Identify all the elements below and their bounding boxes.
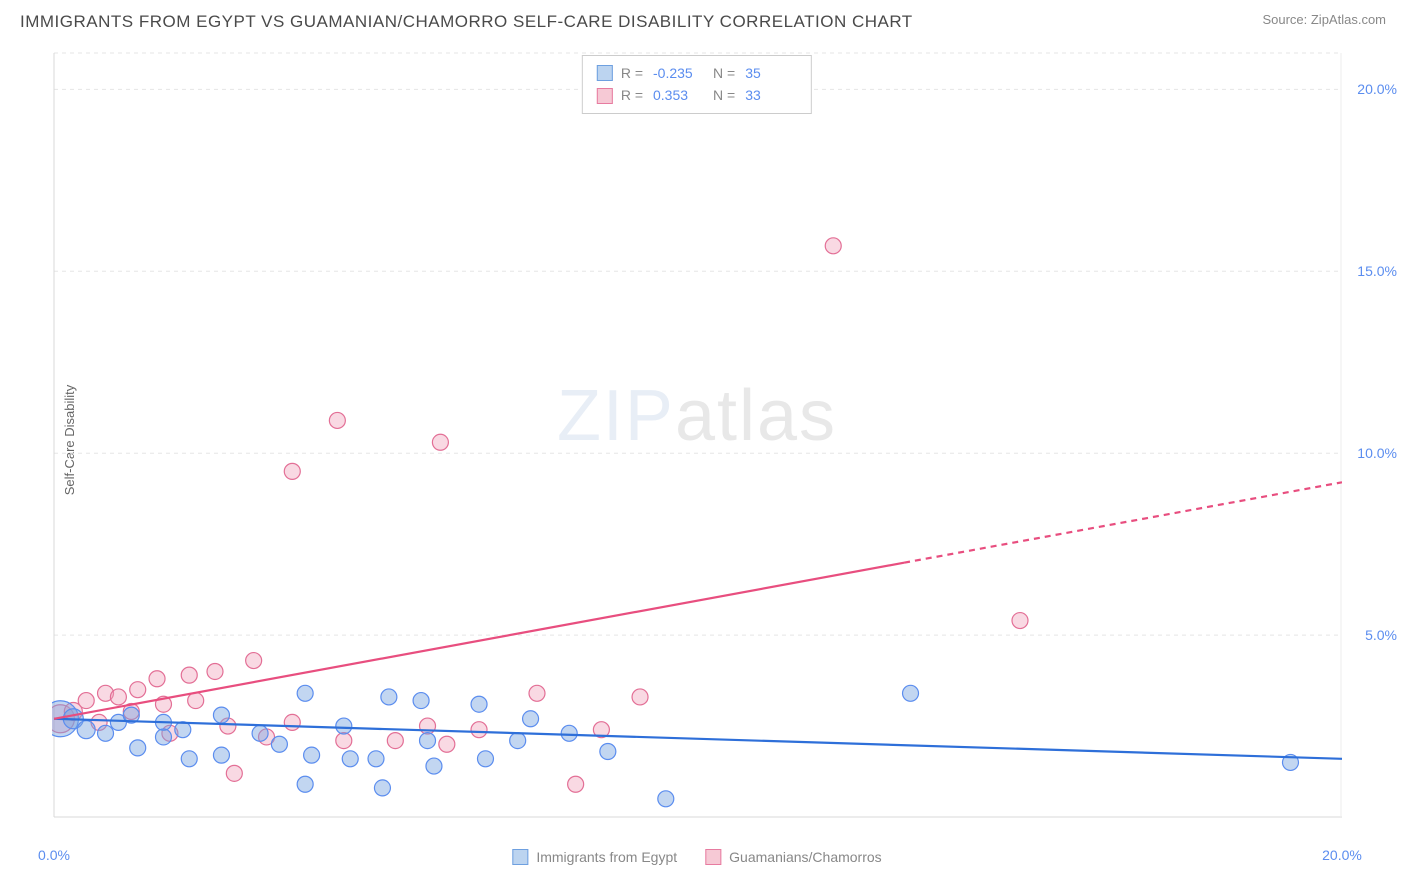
data-point [632, 689, 648, 705]
data-point [98, 725, 114, 741]
data-point [368, 751, 384, 767]
data-point [284, 714, 300, 730]
legend-row: R = 0.353 N = 33 [597, 84, 797, 106]
legend-n-value: 35 [745, 62, 797, 84]
data-point [529, 685, 545, 701]
correlation-legend: R = -0.235 N = 35 R = 0.353 N = 33 [582, 55, 812, 114]
trend-line-extrapolated [904, 482, 1342, 562]
x-tick-label: 0.0% [38, 847, 70, 863]
data-point [130, 682, 146, 698]
data-point [471, 696, 487, 712]
data-point [155, 729, 171, 745]
data-point [188, 693, 204, 709]
data-point [77, 721, 95, 739]
data-point [110, 689, 126, 705]
data-point [1012, 613, 1028, 629]
data-point [297, 776, 313, 792]
legend-swatch [512, 849, 528, 865]
data-point [477, 751, 493, 767]
data-point [561, 725, 577, 741]
y-tick-label: 20.0% [1357, 81, 1397, 97]
legend-r-value: -0.235 [653, 62, 705, 84]
data-point [213, 747, 229, 763]
data-point [426, 758, 442, 774]
data-point [825, 238, 841, 254]
legend-item: Immigrants from Egypt [512, 849, 677, 865]
legend-n-label: N = [713, 62, 735, 84]
y-tick-label: 15.0% [1357, 263, 1397, 279]
data-point [246, 653, 262, 669]
data-point [336, 733, 352, 749]
data-point [523, 711, 539, 727]
chart-title: IMMIGRANTS FROM EGYPT VS GUAMANIAN/CHAMO… [20, 12, 913, 32]
legend-item: Guamanians/Chamorros [705, 849, 882, 865]
data-point [600, 744, 616, 760]
data-point [374, 780, 390, 796]
data-point [304, 747, 320, 763]
data-point [387, 733, 403, 749]
data-point [149, 671, 165, 687]
data-point [271, 736, 287, 752]
legend-r-label: R = [621, 62, 643, 84]
data-point [658, 791, 674, 807]
data-point [420, 733, 436, 749]
data-point [432, 434, 448, 450]
series-legend: Immigrants from Egypt Guamanians/Chamorro… [512, 849, 881, 865]
data-point [329, 412, 345, 428]
data-point [252, 725, 268, 741]
data-point [381, 689, 397, 705]
legend-n-value: 33 [745, 84, 797, 106]
trend-line [54, 719, 1342, 759]
x-tick-label: 20.0% [1322, 847, 1362, 863]
data-point [181, 751, 197, 767]
data-point [903, 685, 919, 701]
legend-label: Immigrants from Egypt [536, 849, 677, 865]
data-point [207, 663, 223, 679]
legend-label: Guamanians/Chamorros [729, 849, 882, 865]
data-point [342, 751, 358, 767]
legend-row: R = -0.235 N = 35 [597, 62, 797, 84]
data-point [413, 693, 429, 709]
data-point [568, 776, 584, 792]
trend-line [54, 563, 904, 719]
source-attribution: Source: ZipAtlas.com [1262, 12, 1386, 27]
data-point [510, 733, 526, 749]
data-point [175, 722, 191, 738]
data-point [226, 765, 242, 781]
data-point [213, 707, 229, 723]
chart-container: Self-Care Disability ZIPatlas R =-0.235N… [52, 45, 1342, 835]
data-point [471, 722, 487, 738]
y-tick-label: 5.0% [1365, 627, 1397, 643]
legend-r-label: R = [621, 84, 643, 106]
legend-r-value: 0.353 [653, 84, 705, 106]
legend-swatch [597, 88, 613, 104]
legend-swatch [705, 849, 721, 865]
data-point [439, 736, 455, 752]
data-point [130, 740, 146, 756]
scatter-plot [52, 45, 1342, 835]
y-tick-label: 10.0% [1357, 445, 1397, 461]
data-point [284, 463, 300, 479]
legend-swatch [597, 65, 613, 81]
data-point [181, 667, 197, 683]
legend-n-label: N = [713, 84, 735, 106]
data-point [336, 718, 352, 734]
data-point [297, 685, 313, 701]
data-point [78, 693, 94, 709]
